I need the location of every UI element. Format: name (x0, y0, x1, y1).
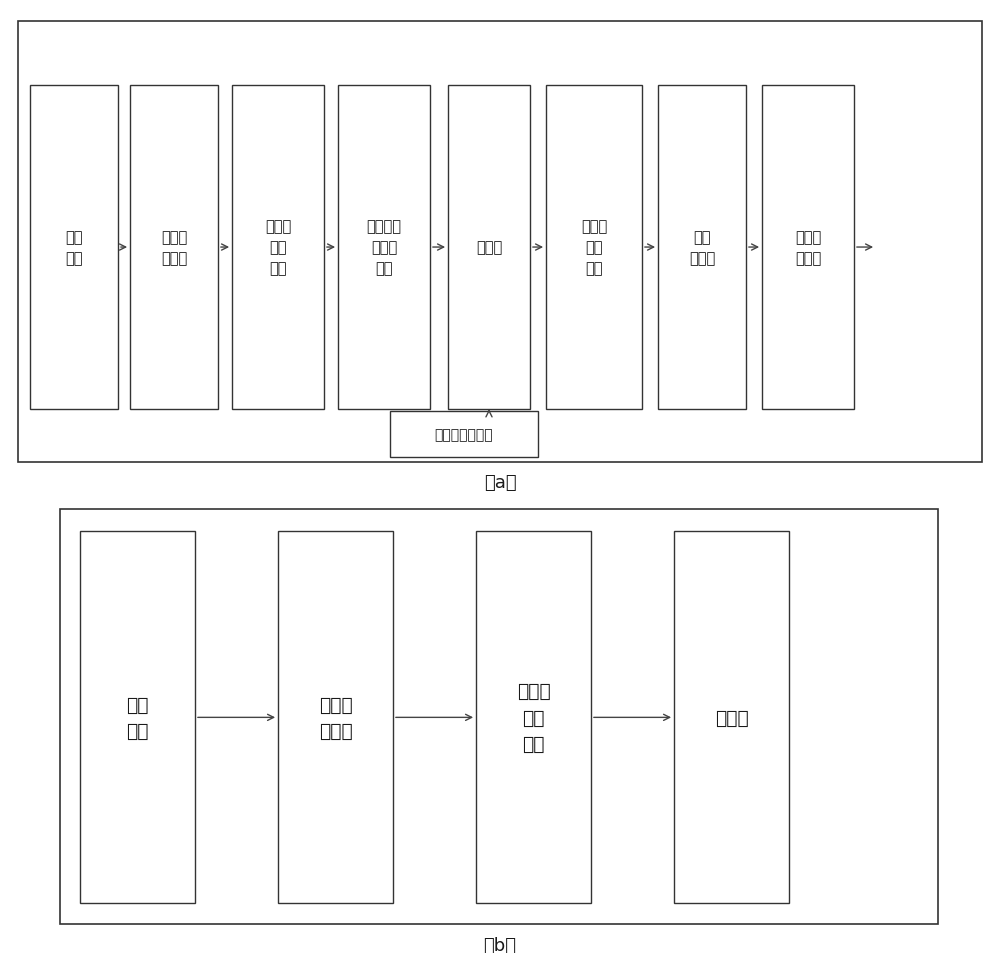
Text: 模数
转换器: 模数 转换器 (689, 230, 715, 266)
Bar (18, 22, 982, 462)
Text: 混频器: 混频器 (715, 708, 748, 727)
Text: 数字下
变频器: 数字下 变频器 (795, 230, 821, 266)
Text: 接收
天线: 接收 天线 (65, 230, 83, 266)
Text: （a）: （a） (484, 474, 516, 492)
Bar (30, 86, 118, 410)
Bar (232, 86, 324, 410)
Text: 射频带
通滤
波器: 射频带 通滤 波器 (265, 219, 291, 276)
Bar (674, 532, 789, 903)
Bar (390, 412, 538, 457)
Text: 第二本地振荡器: 第二本地振荡器 (435, 428, 493, 441)
Bar (80, 532, 195, 903)
Text: 镜像干扰
抑制滤
波器: 镜像干扰 抑制滤 波器 (366, 219, 402, 276)
Bar (130, 86, 218, 410)
Bar (60, 510, 938, 924)
Bar (658, 86, 746, 410)
Bar (278, 532, 393, 903)
Bar (476, 532, 591, 903)
Text: 射频带
通滤
波器: 射频带 通滤 波器 (517, 681, 550, 754)
Text: 低噪声
放大器: 低噪声 放大器 (319, 695, 352, 740)
Text: 接收
天线: 接收 天线 (126, 695, 149, 740)
Bar (546, 86, 642, 410)
Bar (338, 86, 430, 410)
Text: 混频器: 混频器 (476, 240, 502, 255)
Text: （b）: （b） (484, 936, 516, 953)
Text: 中频带
通滤
波器: 中频带 通滤 波器 (581, 219, 607, 276)
Bar (762, 86, 854, 410)
Text: 低噪声
放大器: 低噪声 放大器 (161, 230, 187, 266)
Bar (448, 86, 530, 410)
